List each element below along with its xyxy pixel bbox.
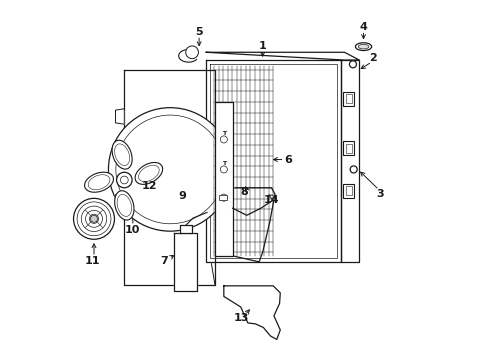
Circle shape <box>350 166 357 173</box>
Ellipse shape <box>358 44 369 49</box>
Ellipse shape <box>112 140 132 169</box>
Polygon shape <box>124 70 215 285</box>
Text: 9: 9 <box>178 191 186 201</box>
Bar <box>343 141 354 155</box>
Circle shape <box>220 166 227 173</box>
Circle shape <box>108 108 232 231</box>
Circle shape <box>220 194 227 201</box>
Text: 10: 10 <box>125 225 141 235</box>
Bar <box>345 94 352 103</box>
Text: 5: 5 <box>196 27 203 37</box>
Polygon shape <box>116 148 124 163</box>
Ellipse shape <box>85 172 114 192</box>
Text: 4: 4 <box>360 22 368 32</box>
Polygon shape <box>180 225 192 233</box>
Text: 13: 13 <box>234 313 249 323</box>
Text: 1: 1 <box>259 41 267 51</box>
Circle shape <box>116 115 224 224</box>
Ellipse shape <box>355 43 371 50</box>
Text: 12: 12 <box>142 181 157 192</box>
Polygon shape <box>116 109 124 124</box>
Bar <box>345 144 352 153</box>
Text: 11: 11 <box>85 256 100 266</box>
Polygon shape <box>233 188 275 262</box>
Text: 8: 8 <box>241 187 248 197</box>
Ellipse shape <box>135 162 163 184</box>
Text: 6: 6 <box>284 154 292 165</box>
Text: 7: 7 <box>161 256 169 266</box>
Circle shape <box>349 61 357 68</box>
Bar <box>343 184 354 198</box>
Ellipse shape <box>115 191 134 220</box>
Polygon shape <box>206 52 359 60</box>
Text: 3: 3 <box>376 189 384 199</box>
Bar <box>343 92 354 106</box>
Text: T: T <box>222 131 226 136</box>
Circle shape <box>220 136 227 143</box>
Polygon shape <box>215 102 233 256</box>
Polygon shape <box>206 60 341 262</box>
Circle shape <box>121 176 128 184</box>
Bar <box>345 186 352 195</box>
Polygon shape <box>341 60 359 262</box>
Circle shape <box>186 46 198 59</box>
Bar <box>219 195 227 201</box>
Polygon shape <box>116 193 124 209</box>
Polygon shape <box>224 286 280 339</box>
Text: 2: 2 <box>369 53 377 63</box>
Polygon shape <box>174 233 197 291</box>
Circle shape <box>117 172 132 188</box>
Text: T: T <box>222 161 226 166</box>
Text: 14: 14 <box>264 195 279 206</box>
Circle shape <box>91 215 98 222</box>
Circle shape <box>74 198 115 239</box>
